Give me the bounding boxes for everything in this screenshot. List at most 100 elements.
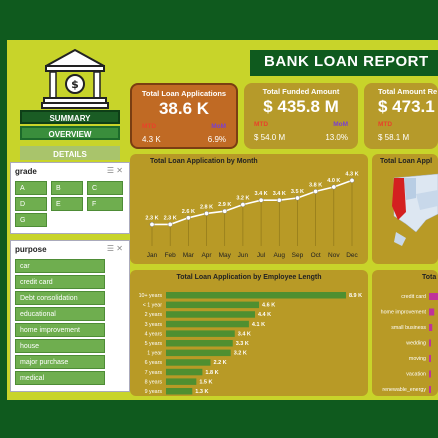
data-point[interactable] (167, 221, 173, 227)
bar[interactable] (429, 293, 438, 300)
bar[interactable] (166, 378, 197, 385)
bar[interactable] (166, 301, 260, 309)
x-tick-label: Jan (147, 252, 158, 259)
sidebar: $ SUMMARY OVERVIEW DETAILS grade ☰ ✕ A B… (10, 44, 130, 400)
grade-chip[interactable]: D (15, 197, 47, 211)
kpi-mom-label: MoM (333, 121, 348, 128)
data-label: 2.6 K (182, 209, 195, 215)
data-label: 4.0 K (327, 178, 340, 184)
purpose-chip[interactable]: major purchase (15, 355, 105, 369)
x-tick-label: Jul (257, 252, 266, 259)
data-point[interactable] (313, 188, 319, 194)
grade-chip[interactable]: E (51, 197, 83, 211)
purpose-chip[interactable]: credit card (15, 275, 105, 289)
data-label: 3.4 K (273, 191, 286, 197)
y-tick-label: small business (391, 325, 426, 331)
data-label: 8.9 K (349, 293, 362, 299)
purpose-chart-panel: Tota credit card home improvement small bu… (372, 270, 438, 396)
data-label: 2.2 K (213, 360, 226, 366)
purpose-chip[interactable]: home improvement (15, 323, 105, 337)
data-label: 2.3 K (145, 215, 158, 221)
y-tick-label: credit card (401, 294, 426, 300)
data-label: 3.3 K (236, 341, 249, 347)
chart-title: Total Loan Application by Month (150, 158, 258, 165)
kpi-mom-value: 6.9% (207, 135, 226, 144)
grade-chip[interactable]: F (87, 197, 123, 211)
data-label: 3.5 K (291, 189, 304, 195)
bar[interactable] (166, 320, 249, 328)
bar[interactable] (429, 355, 431, 362)
line-chart: 2.3 K Jan 2.3 K Feb 2.6 K Mar 2.8 K Apr 2.9 K May… (145, 171, 358, 259)
y-tick-label: 2 years (145, 312, 163, 318)
slicer-tools-icon[interactable]: ☰ ✕ (106, 166, 123, 175)
bar[interactable] (166, 311, 255, 318)
bar[interactable] (166, 349, 231, 357)
bar[interactable] (166, 359, 211, 366)
data-label: 3.4 K (238, 331, 251, 337)
monthly-chart-panel: Total Loan Application by Month 2.3 K Jan… (130, 154, 368, 264)
data-label: 1.5 K (199, 379, 212, 385)
kpi-total-received: Total Amount Re $ 473.1 MTD $ 58.1 M (364, 83, 438, 149)
y-tick-label: 7 years (145, 370, 163, 376)
data-point[interactable] (276, 197, 282, 203)
bar[interactable] (166, 340, 233, 347)
data-point[interactable] (258, 197, 264, 203)
nav-summary-button[interactable]: SUMMARY (20, 110, 120, 124)
map-title: Total Loan Appl (380, 158, 433, 165)
grade-chip[interactable]: G (15, 213, 47, 227)
grade-chip[interactable]: B (51, 181, 83, 195)
data-label: 3.8 K (309, 182, 322, 188)
bar[interactable] (429, 370, 431, 378)
kpi-mtd-label: MTD (142, 123, 157, 130)
data-point[interactable] (149, 221, 155, 227)
y-tick-label: moving (409, 356, 426, 362)
y-tick-label: wedding (406, 341, 426, 347)
y-tick-label: 6 years (145, 360, 163, 366)
x-tick-label: Mar (183, 252, 195, 259)
purpose-chip[interactable]: educational (15, 307, 105, 321)
x-tick-label: Aug (273, 252, 285, 259)
purpose-slicer-title: purpose (15, 245, 47, 254)
purpose-chip[interactable]: car (15, 259, 105, 273)
x-tick-label: Apr (201, 252, 212, 259)
data-point[interactable] (185, 215, 191, 221)
grade-chip[interactable]: A (15, 181, 47, 195)
bar[interactable] (429, 324, 433, 331)
grade-slicer-title: grade (15, 167, 37, 176)
kpi-total-funded: Total Funded Amount $ 435.8 M MTD MoM $ … (244, 83, 358, 149)
kpi-mtd-value: $ 54.0 M (254, 133, 286, 142)
svg-text:$: $ (71, 78, 79, 91)
bar[interactable] (166, 330, 235, 337)
hbar-chart: 10+ years 8.9 K < 1 year 4.6 K 2 years 4.4 K 3… (139, 292, 362, 395)
data-label: 3.2 K (236, 196, 249, 202)
purpose-chip[interactable]: house (15, 339, 105, 353)
kpi-value: $ 473.1 (378, 97, 435, 116)
bar[interactable] (429, 339, 431, 347)
data-point[interactable] (295, 195, 300, 201)
slicer-tools-icon[interactable]: ☰ ✕ (106, 244, 123, 253)
kpi-total-applications: Total Loan Applications 38.6 K MTD MoM 4… (130, 83, 238, 149)
bar[interactable] (166, 388, 193, 395)
data-label: 2.8 K (200, 204, 213, 210)
chart-title: Total Loan Application by Employee Lengt… (176, 274, 322, 281)
y-tick-label: 5 years (145, 341, 163, 347)
kpi-mtd-value: $ 58.1 M (378, 133, 410, 142)
y-tick-label: < 1 year (143, 303, 163, 309)
purpose-slicer: purpose ☰ ✕ car credit card Debt consoli… (10, 240, 130, 392)
data-label: 4.4 K (258, 312, 271, 318)
bar[interactable] (429, 308, 435, 316)
kpi-value: $ 435.8 M (263, 97, 339, 116)
data-point[interactable] (349, 177, 355, 183)
data-point[interactable] (204, 210, 209, 216)
grade-chip[interactable]: C (87, 181, 123, 195)
bar[interactable] (429, 386, 431, 393)
purpose-chip[interactable]: medical (15, 371, 105, 385)
data-point[interactable] (240, 202, 246, 208)
nav-details-button[interactable]: DETAILS (20, 146, 120, 160)
data-point[interactable] (331, 184, 337, 190)
data-point[interactable] (222, 208, 228, 214)
nav-overview-button[interactable]: OVERVIEW (20, 126, 120, 140)
purpose-chip[interactable]: Debt consolidation (15, 291, 105, 305)
bar[interactable] (166, 292, 346, 299)
bar[interactable] (166, 368, 203, 376)
